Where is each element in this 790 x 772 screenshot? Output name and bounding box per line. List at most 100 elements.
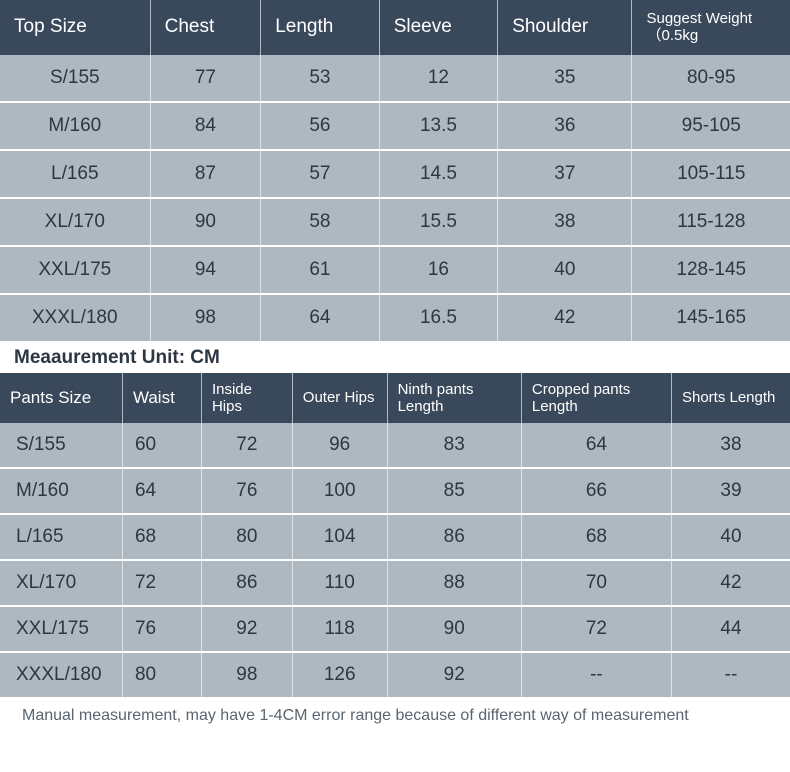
- table-cell: 60: [122, 423, 201, 468]
- table-cell: M/160: [0, 468, 122, 514]
- table-cell: 42: [671, 560, 790, 606]
- table-cell: 66: [521, 468, 671, 514]
- table-cell: XXL/175: [0, 606, 122, 652]
- table-cell: 76: [201, 468, 292, 514]
- table-cell: 90: [150, 198, 261, 246]
- table-cell: 42: [498, 294, 632, 341]
- table-cell: 110: [292, 560, 387, 606]
- table-cell: 96: [292, 423, 387, 468]
- table-cell: 77: [150, 55, 261, 102]
- column-header: Cropped pants Length: [521, 373, 671, 424]
- table-cell: S/155: [0, 423, 122, 468]
- table-cell: 87: [150, 150, 261, 198]
- table-cell: 40: [498, 246, 632, 294]
- table-cell: 92: [201, 606, 292, 652]
- table-row: S/155607296836438: [0, 423, 790, 468]
- table-cell: XXL/175: [0, 246, 150, 294]
- table-cell: 145-165: [632, 294, 790, 341]
- column-header: Shoulder: [498, 0, 632, 55]
- table-cell: 76: [122, 606, 201, 652]
- table-cell: 72: [521, 606, 671, 652]
- column-header: Inside Hips: [201, 373, 292, 424]
- table-cell: 56: [261, 102, 380, 150]
- table-cell: 90: [387, 606, 521, 652]
- table-row: XL/170905815.538115-128: [0, 198, 790, 246]
- table-cell: 72: [201, 423, 292, 468]
- table-cell: M/160: [0, 102, 150, 150]
- table-cell: 38: [671, 423, 790, 468]
- column-header: Outer Hips: [292, 373, 387, 424]
- table-row: XXXL/180809812692----: [0, 652, 790, 697]
- table-cell: 35: [498, 55, 632, 102]
- table-cell: 68: [122, 514, 201, 560]
- table-cell: 57: [261, 150, 380, 198]
- top-size-table: Top SizeChestLengthSleeveShoulderSuggest…: [0, 0, 790, 341]
- table-cell: 58: [261, 198, 380, 246]
- pants-table-body: S/155607296836438M/1606476100856639L/165…: [0, 423, 790, 697]
- table-cell: 100: [292, 468, 387, 514]
- table-cell: 72: [122, 560, 201, 606]
- table-cell: 13.5: [379, 102, 498, 150]
- column-header: Top Size: [0, 0, 150, 55]
- column-header: Length: [261, 0, 380, 55]
- column-header: Pants Size: [0, 373, 122, 424]
- top-header-row: Top SizeChestLengthSleeveShoulderSuggest…: [0, 0, 790, 55]
- pants-header-row: Pants SizeWaistInside HipsOuter HipsNint…: [0, 373, 790, 424]
- table-cell: 98: [201, 652, 292, 697]
- table-cell: 14.5: [379, 150, 498, 198]
- table-cell: 39: [671, 468, 790, 514]
- table-cell: 84: [150, 102, 261, 150]
- column-header: Waist: [122, 373, 201, 424]
- pants-table-head: Pants SizeWaistInside HipsOuter HipsNint…: [0, 373, 790, 424]
- table-row: L/1656880104866840: [0, 514, 790, 560]
- table-cell: 128-145: [632, 246, 790, 294]
- table-cell: 12: [379, 55, 498, 102]
- table-cell: L/165: [0, 514, 122, 560]
- table-cell: 80-95: [632, 55, 790, 102]
- table-row: L/165875714.537105-115: [0, 150, 790, 198]
- table-cell: 83: [387, 423, 521, 468]
- table-row: M/160845613.53695-105: [0, 102, 790, 150]
- table-cell: 85: [387, 468, 521, 514]
- table-cell: 40: [671, 514, 790, 560]
- measurement-unit-label: Meaaurement Unit: CM: [0, 341, 790, 373]
- table-cell: 95-105: [632, 102, 790, 150]
- column-header: Chest: [150, 0, 261, 55]
- table-cell: XXXL/180: [0, 294, 150, 341]
- table-cell: 64: [521, 423, 671, 468]
- size-chart-container: Top SizeChestLengthSleeveShoulderSuggest…: [0, 0, 790, 735]
- table-cell: 16: [379, 246, 498, 294]
- table-cell: 68: [521, 514, 671, 560]
- column-header: Shorts Length: [671, 373, 790, 424]
- table-row: XXL/17594611640128-145: [0, 246, 790, 294]
- column-header: Ninth pants Length: [387, 373, 521, 424]
- table-cell: 64: [122, 468, 201, 514]
- table-row: XXL/1757692118907244: [0, 606, 790, 652]
- table-cell: --: [521, 652, 671, 697]
- table-cell: 104: [292, 514, 387, 560]
- table-cell: S/155: [0, 55, 150, 102]
- table-cell: --: [671, 652, 790, 697]
- table-row: M/1606476100856639: [0, 468, 790, 514]
- top-table-head: Top SizeChestLengthSleeveShoulderSuggest…: [0, 0, 790, 55]
- column-header: Sleeve: [379, 0, 498, 55]
- table-cell: 37: [498, 150, 632, 198]
- table-cell: 44: [671, 606, 790, 652]
- table-cell: 80: [201, 514, 292, 560]
- table-cell: 88: [387, 560, 521, 606]
- table-cell: XXXL/180: [0, 652, 122, 697]
- table-cell: 94: [150, 246, 261, 294]
- table-cell: 105-115: [632, 150, 790, 198]
- footnote-text: Manual measurement, may have 1-4CM error…: [0, 697, 790, 735]
- table-cell: 118: [292, 606, 387, 652]
- table-cell: 64: [261, 294, 380, 341]
- table-cell: 98: [150, 294, 261, 341]
- table-cell: 115-128: [632, 198, 790, 246]
- table-cell: XL/170: [0, 198, 150, 246]
- table-cell: 126: [292, 652, 387, 697]
- column-header: Suggest Weight（0.5kg: [632, 0, 790, 55]
- table-cell: 53: [261, 55, 380, 102]
- table-row: XL/1707286110887042: [0, 560, 790, 606]
- table-cell: 92: [387, 652, 521, 697]
- table-cell: 80: [122, 652, 201, 697]
